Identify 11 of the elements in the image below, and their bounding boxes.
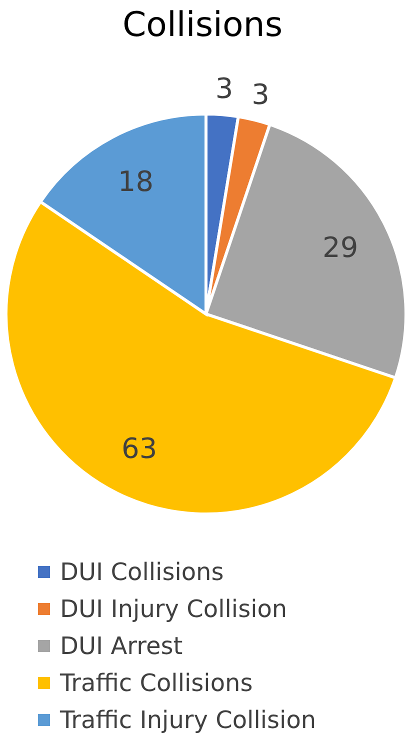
- data-label: 18: [118, 164, 154, 198]
- legend-label: DUI Arrest: [60, 632, 183, 660]
- legend-label: DUI Injury Collision: [60, 595, 288, 623]
- data-label: 29: [322, 230, 358, 264]
- legend-label: Traffic Collisions: [59, 669, 253, 697]
- data-label: 3: [215, 72, 234, 106]
- legend-label: DUI Collisions: [60, 558, 224, 586]
- chart-title: Collisions: [122, 5, 283, 45]
- data-label: 63: [122, 432, 158, 465]
- data-label: 3: [252, 78, 270, 112]
- legend-label: Traffic Injury Collision: [59, 706, 316, 734]
